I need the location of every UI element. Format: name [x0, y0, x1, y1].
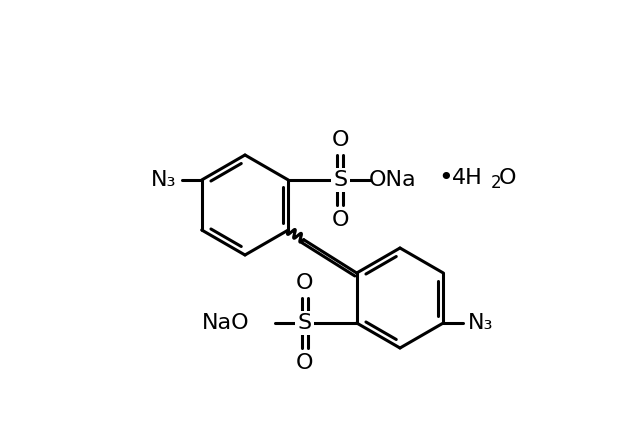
Text: O: O — [296, 353, 314, 373]
Text: O: O — [296, 273, 314, 293]
Text: O: O — [499, 168, 516, 188]
Text: 2: 2 — [490, 174, 501, 192]
Text: NaO: NaO — [202, 313, 250, 333]
Text: O: O — [332, 210, 349, 230]
Text: S: S — [298, 313, 312, 333]
Text: ONa: ONa — [369, 170, 416, 190]
Text: S: S — [333, 170, 348, 190]
Text: O: O — [332, 130, 349, 150]
Text: •: • — [438, 166, 452, 190]
Text: 4H: 4H — [452, 168, 483, 188]
Text: N₃: N₃ — [151, 170, 177, 190]
Text: N₃: N₃ — [468, 313, 494, 333]
